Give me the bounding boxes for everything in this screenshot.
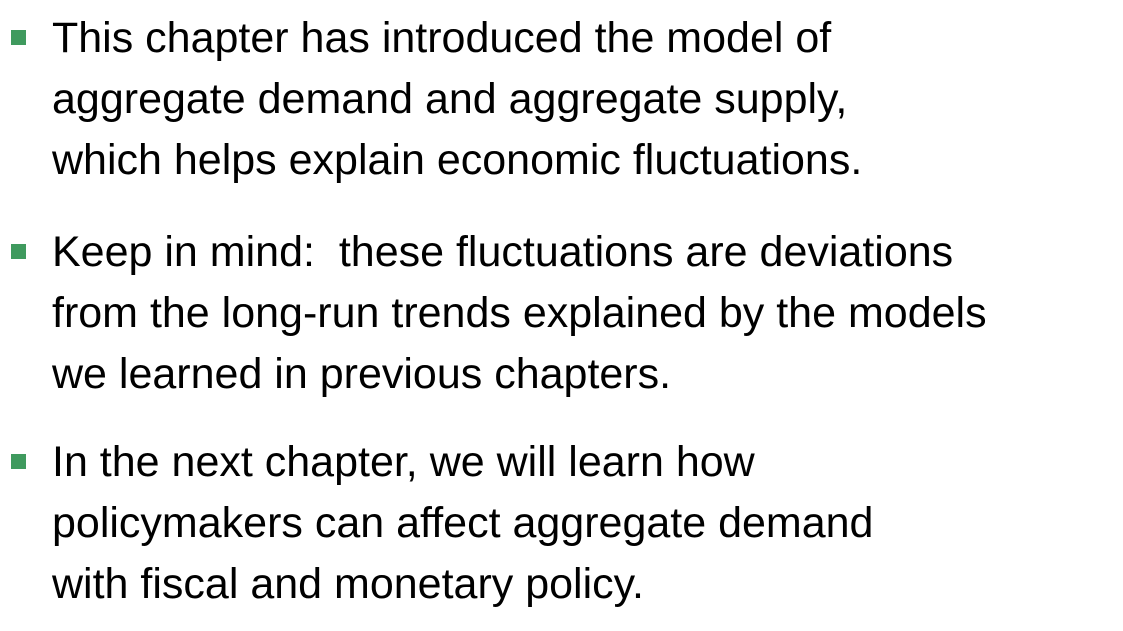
bullet-line: This chapter has introduced the model of — [52, 14, 832, 62]
square-bullet-icon — [11, 30, 26, 45]
bullet-line: policymakers can affect aggregate demand — [52, 499, 874, 547]
square-bullet-icon — [11, 244, 26, 259]
bullet-line: from the long-run trends explained by th… — [52, 289, 987, 337]
bullet-line: aggregate demand and aggregate supply, — [52, 75, 848, 123]
bullet-line: In the next chapter, we will learn how — [52, 438, 755, 486]
bullet-line: we learned in previous chapters. — [52, 350, 672, 398]
bullet-text: Keep in mind: these fluctuations are dev… — [52, 222, 1123, 405]
square-bullet-icon — [11, 454, 26, 469]
bullet-text: In the next chapter, we will learn how po… — [52, 432, 1123, 615]
bullet-line: Keep in mind: these fluctuations are dev… — [52, 228, 954, 276]
bullet-text: This chapter has introduced the model of… — [52, 8, 1123, 191]
bullet-line: with fiscal and monetary policy. — [52, 560, 644, 608]
bullet-line: which helps explain economic fluctuation… — [52, 136, 863, 184]
